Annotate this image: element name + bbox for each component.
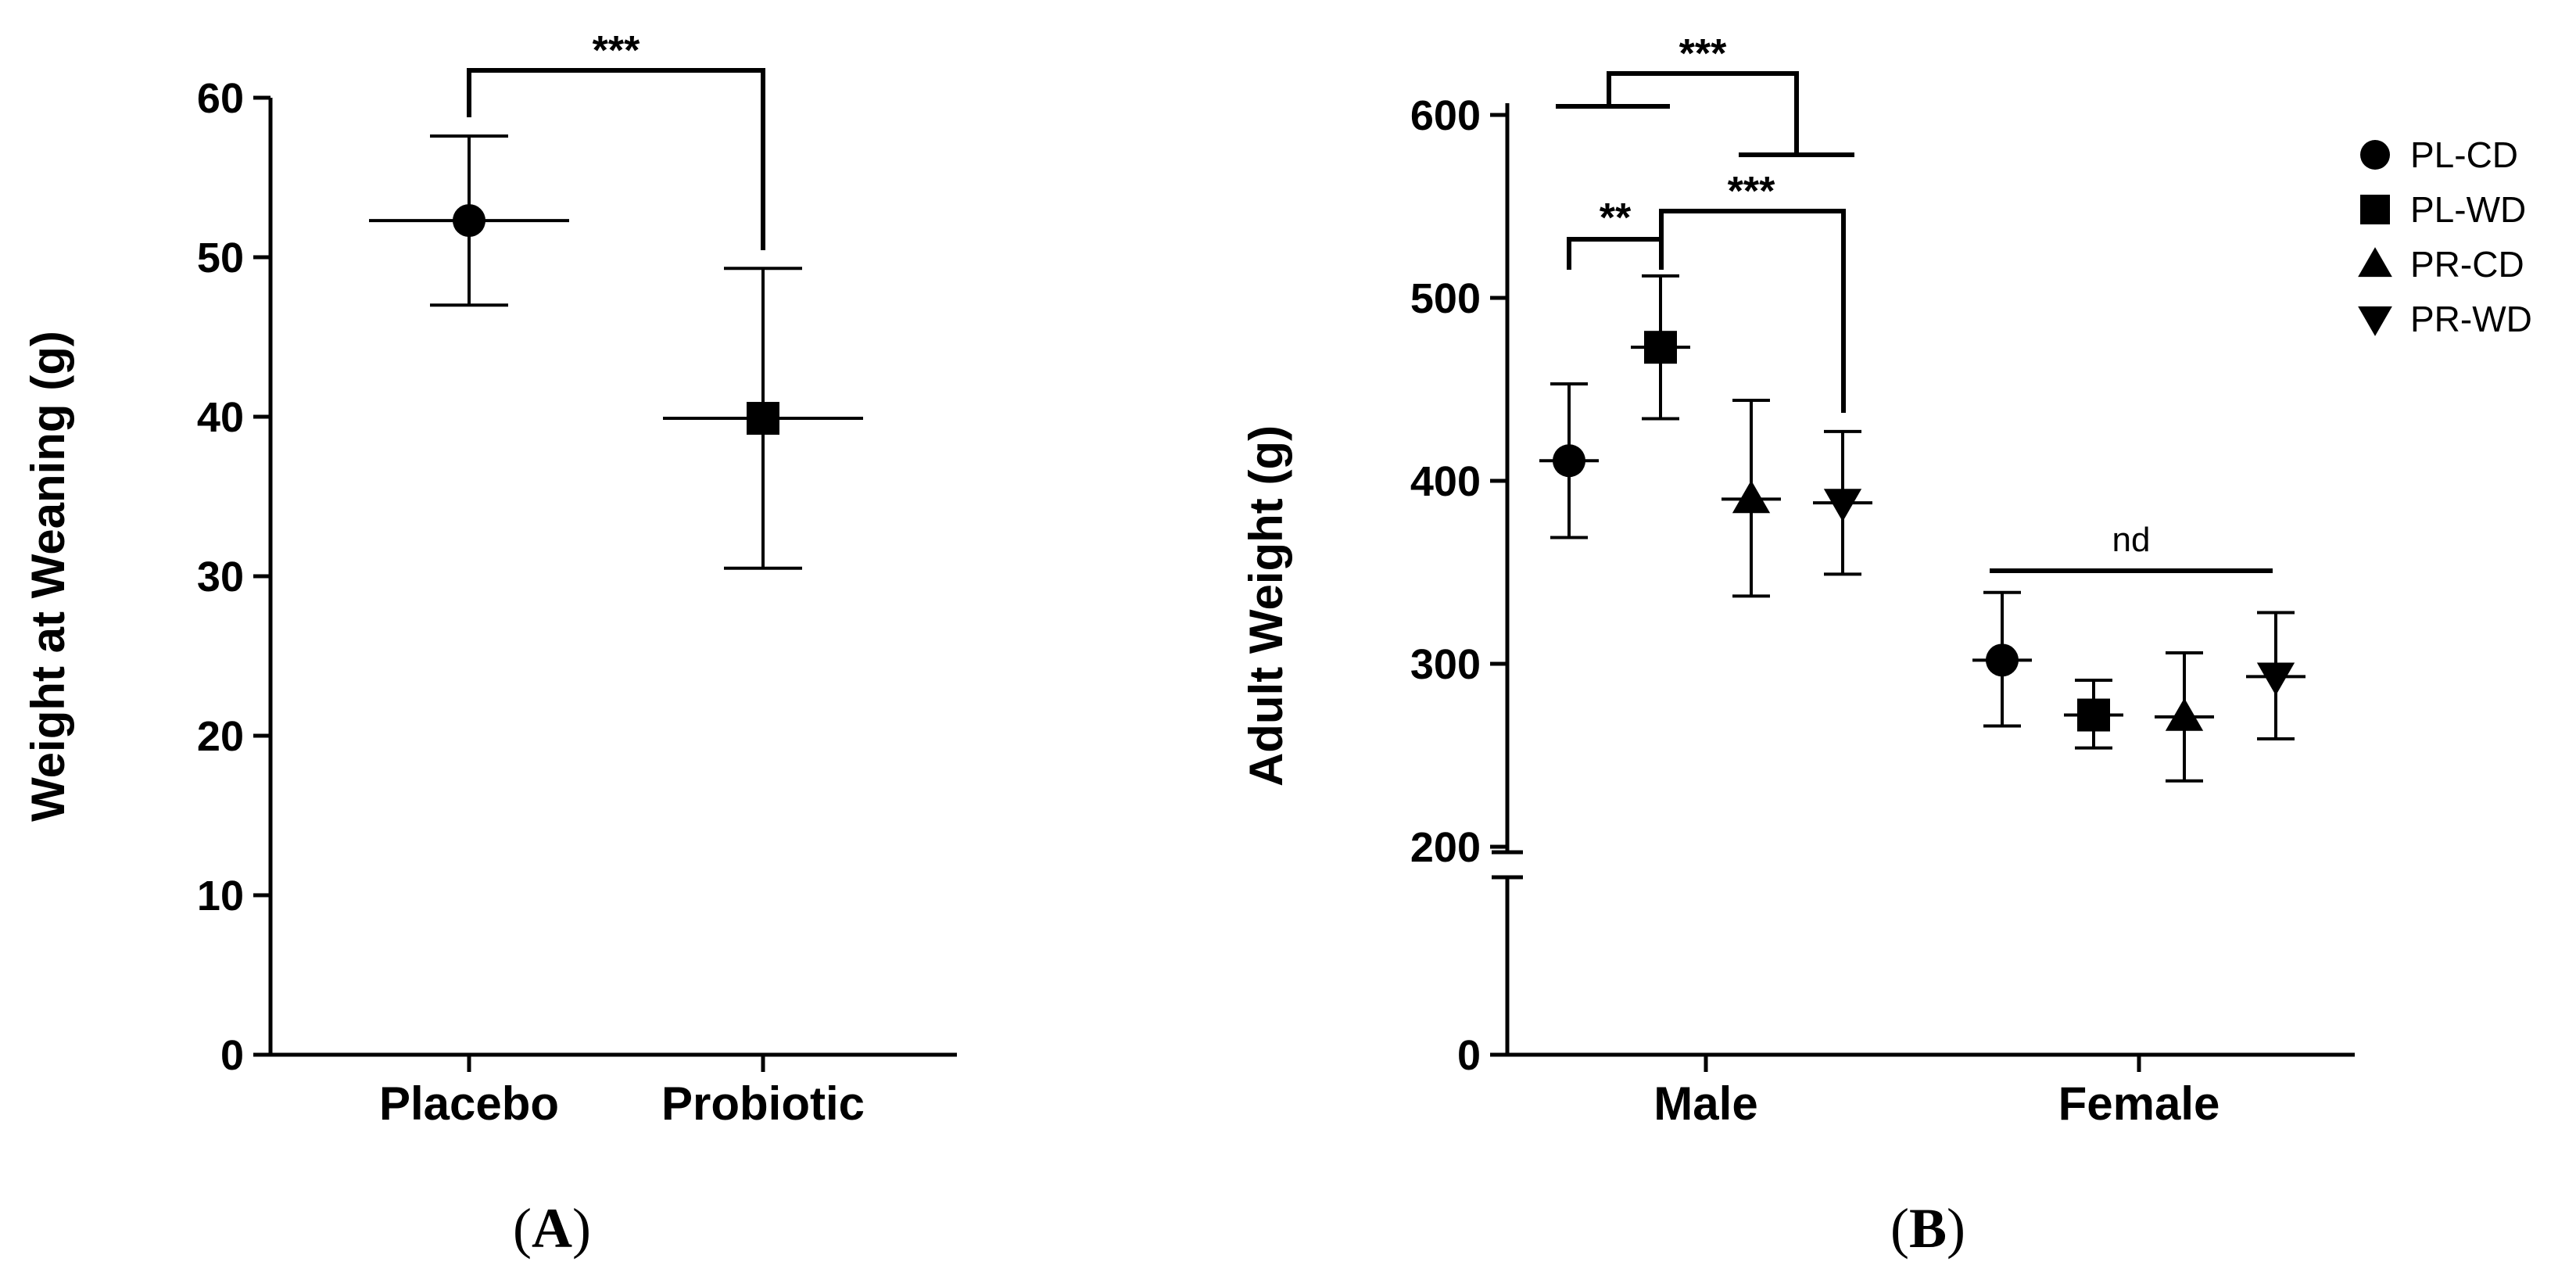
panel-b-legend-marker-pr-cd xyxy=(2358,247,2392,278)
panel-b-point-pl-cd-male xyxy=(1553,444,1585,478)
panel-a-label: (A) xyxy=(513,1197,591,1260)
panel-a-sig-bracket xyxy=(467,68,765,250)
panel-b-legend-label-pr-cd: PR-CD xyxy=(2410,244,2524,285)
panel-a-y-axis-label: Weight at Weaning (g) xyxy=(22,331,74,822)
panel-a-y-tick-label-50: 50 xyxy=(197,235,244,281)
panel-b-sig-bracket-plcd-plwd xyxy=(1567,237,1664,270)
panel-b-sig-label-nd: nd xyxy=(2112,521,2151,559)
panel-b-point-pr-cd-female xyxy=(2165,697,2204,731)
panel-a-y-tick-label-40: 40 xyxy=(197,394,244,441)
panel-b-legend-label-pl-wd: PL-WD xyxy=(2410,189,2526,230)
panel-b-y-axis-label: Adult Weight (g) xyxy=(1240,425,1292,787)
panel-b-legend-marker-pr-wd xyxy=(2358,306,2392,336)
panel-a-y-tick-label-30: 30 xyxy=(197,554,244,600)
panel-b-point-pr-cd-male xyxy=(1732,480,1771,514)
panel-a-point-placebo xyxy=(453,204,485,238)
panel-b-x-tick-label-female: Female xyxy=(2058,1077,2220,1130)
panel-b-point-pr-wd-female xyxy=(2256,662,2295,696)
panel-b-x-tick-label-male: Male xyxy=(1653,1077,1757,1130)
panel-b-point-pl-cd-female xyxy=(1986,643,2019,677)
panel-a-y-tick-label-20: 20 xyxy=(197,713,244,760)
panel-b-point-pr-wd-male xyxy=(1823,489,1862,522)
panel-b-y-tick-label-300: 300 xyxy=(1410,641,1481,688)
panel-a-chart: 0 10 20 30 40 50 60 Placebo Probiotic Weight at… xyxy=(22,28,957,1260)
panel-b-y-tick-label-0: 0 xyxy=(1457,1032,1481,1079)
panel-b-legend: PL-CD PL-WD PR-CD PR-WD xyxy=(2358,134,2532,339)
panel-b-y-tick-label-600: 600 xyxy=(1410,92,1481,139)
panel-b-point-pl-wd-female xyxy=(2077,698,2110,732)
panel-b-sig-bracket-plwd-prwd xyxy=(1659,209,1846,413)
panel-b-legend-marker-pl-cd xyxy=(2360,140,2390,170)
panel-a-y-tick-label-60: 60 xyxy=(197,75,244,122)
panel-b-chart: 0 200 300 400 500 600 Male Female Adult Weight… xyxy=(1240,31,2532,1260)
panel-a-sig-label: *** xyxy=(593,28,640,73)
panel-b-sig-label-1: *** xyxy=(1679,31,1727,77)
panel-b-legend-marker-pl-wd xyxy=(2360,195,2390,224)
panel-a-y-tick-label-10: 10 xyxy=(197,873,244,919)
panel-a-point-probiotic xyxy=(747,402,779,435)
panel-b-y-tick-label-200: 200 xyxy=(1410,824,1481,871)
panel-b-y-tick-label-500: 500 xyxy=(1410,275,1481,322)
panel-b-sig-label-2: ** xyxy=(1600,195,1632,241)
panel-a-y-tick-label-0: 0 xyxy=(220,1032,244,1079)
panel-b-significance: *** ** *** nd xyxy=(1556,31,2273,573)
panel-b-sig-bracket-diet-vs-probiotic xyxy=(1556,71,1854,157)
panel-b-label: (B) xyxy=(1890,1197,1965,1260)
panel-b-point-pl-wd-male xyxy=(1644,331,1677,364)
panel-a-x-tick-label-probiotic: Probiotic xyxy=(661,1077,865,1130)
panel-b-sig-label-3: *** xyxy=(1728,169,1775,214)
panel-b-y-tick-label-400: 400 xyxy=(1410,458,1481,505)
panel-b-legend-label-pl-cd: PL-CD xyxy=(2410,134,2518,175)
panel-a-x-tick-label-placebo: Placebo xyxy=(379,1077,559,1130)
panel-a-significance: *** xyxy=(467,28,765,250)
panel-b-legend-label-pr-wd: PR-WD xyxy=(2410,299,2532,339)
